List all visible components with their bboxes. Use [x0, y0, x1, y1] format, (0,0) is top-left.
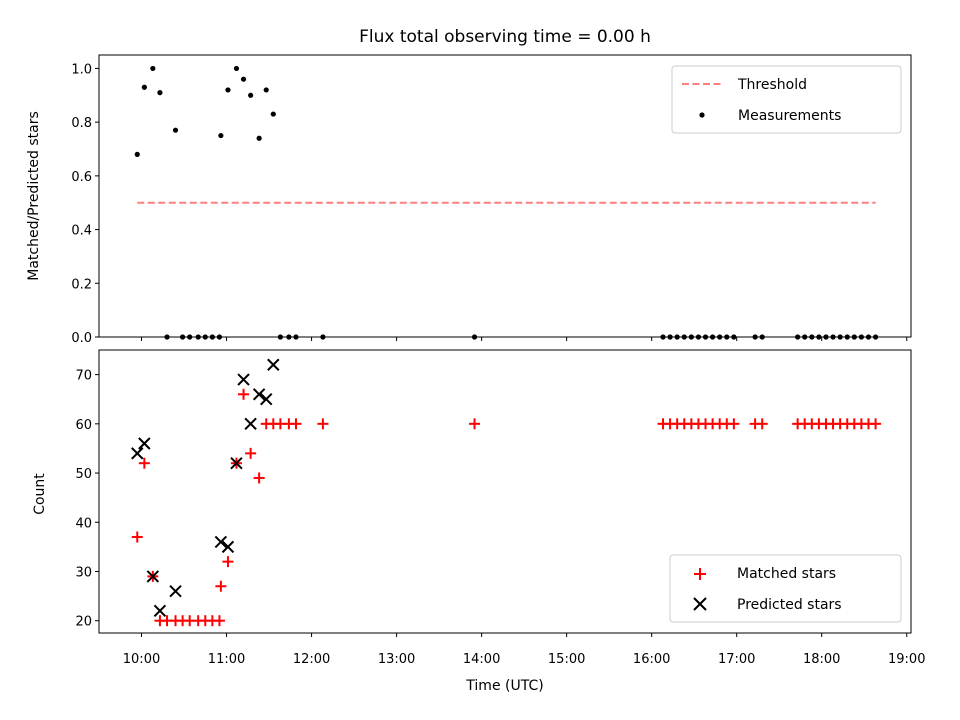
x-axis-label: Time (UTC) [465, 678, 543, 694]
matched-star-marker [728, 418, 740, 430]
matched-star-marker [213, 615, 225, 627]
chart-title: Flux total observing time = 0.00 h [359, 27, 651, 47]
count-x-tick-label: 11:00 [208, 652, 245, 667]
predicted-star-marker [260, 393, 273, 406]
measurement-point [240, 76, 247, 82]
matched-legend-label: Matched stars [737, 566, 836, 582]
ratio-y-tick-label: 1.0 [71, 62, 92, 77]
count-x-ticks: 10:00 11:00 12:00 13:00 14:00 15:00 16:00 17:00… [123, 633, 925, 667]
measurements-legend-label: Measurements [738, 108, 841, 124]
predicted-star-marker [267, 358, 280, 371]
predicted-star-marker [153, 604, 167, 618]
matched-star-marker [222, 556, 234, 568]
matched-legend-swatch [694, 568, 706, 580]
count-x-tick-label: 12:00 [293, 652, 330, 667]
count-x-tick-label: 10:00 [123, 652, 160, 667]
predicted-star-marker [131, 447, 144, 460]
predicted-star-marker [237, 373, 250, 386]
threshold-legend-label: Threshold [737, 77, 807, 93]
matched-star-marker [870, 418, 882, 430]
measurement-point [157, 90, 163, 96]
ratio-x-tick-marks [141, 337, 908, 341]
measurement-point [141, 84, 147, 90]
measurement-point [256, 135, 262, 141]
matched-star-marker [245, 447, 257, 459]
count-x-tick-label: 16:00 [633, 652, 670, 667]
predicted-legend-swatch [693, 597, 707, 611]
matched-star-marker [317, 418, 329, 430]
ratio-panel: 0.0 0.2 0.4 0.6 0.8 1.0 Matched/Predicted sta… [26, 54, 912, 346]
ratio-y-tick-label: 0.6 [71, 170, 92, 185]
predicted-star-marker [221, 540, 235, 554]
predicted-legend-label: Predicted stars [737, 597, 842, 613]
ratio-y-ticks: 0.0 0.2 0.4 0.6 0.8 1.0 [71, 62, 99, 346]
measurement-point [233, 65, 240, 72]
predicted-star-marker [146, 570, 160, 583]
ratio-panel-frame [98, 54, 912, 338]
count-x-tick-label: 14:00 [463, 652, 500, 667]
count-y-tick-label: 30 [75, 565, 92, 580]
count-legend: Matched stars Predicted stars [669, 554, 902, 623]
count-y-tick-label: 60 [75, 418, 92, 433]
measurement-point [134, 151, 140, 157]
count-y-tick-label: 50 [75, 467, 92, 482]
count-y-ticks: 20 30 40 50 60 70 [75, 369, 99, 630]
predicted-star-marker [252, 388, 266, 401]
measurements-legend-swatch [699, 112, 705, 118]
matched-star-marker [253, 472, 265, 484]
count-x-tick-label: 13:00 [378, 652, 415, 667]
ratio-y-tick-label: 0.0 [71, 331, 92, 346]
count-legend-frame [669, 554, 902, 623]
count-y-tick-label: 40 [75, 516, 92, 531]
predicted-star-marker [169, 584, 182, 598]
predicted-star-marker [244, 417, 257, 431]
count-panel: 20 30 40 50 60 70 10:00 11:00 12:00 13:00 14:00 15… [32, 349, 925, 694]
measurement-point [263, 87, 269, 93]
count-y-tick-label: 20 [75, 615, 92, 630]
measurement-point [150, 65, 156, 72]
count-x-tick-label: 17:00 [718, 652, 755, 667]
count-points-layer [131, 358, 882, 627]
count-x-tick-label: 15:00 [548, 652, 585, 667]
matched-star-marker [131, 531, 143, 543]
count-panel-frame [98, 349, 912, 634]
measurement-point [218, 132, 224, 139]
ratio-legend: Threshold Measurements [671, 65, 902, 134]
ratio-y-axis-label: Matched/Predicted stars [26, 111, 42, 281]
measurement-point [270, 111, 276, 117]
matched-star-marker [215, 580, 227, 592]
predicted-star-marker [214, 535, 228, 549]
ratio-y-tick-label: 0.4 [71, 224, 92, 239]
predicted-star-marker [230, 456, 243, 470]
matched-star-marker [756, 418, 768, 430]
measurement-point [225, 87, 231, 93]
matched-star-marker [290, 418, 302, 430]
ratio-legend-frame [671, 65, 902, 134]
count-x-tick-label: 19:00 [888, 652, 925, 667]
count-y-tick-label: 70 [75, 369, 92, 384]
count-x-tick-label: 18:00 [803, 652, 840, 667]
ratio-y-tick-label: 0.8 [71, 116, 92, 131]
measurement-point [248, 92, 254, 98]
count-y-axis-label: Count [32, 473, 48, 515]
matched-star-marker [469, 418, 481, 430]
measurement-point [172, 127, 179, 133]
matched-star-marker [138, 457, 150, 469]
matched-star-marker [238, 388, 250, 400]
ratio-y-tick-label: 0.2 [71, 277, 92, 292]
predicted-star-marker [138, 437, 151, 450]
